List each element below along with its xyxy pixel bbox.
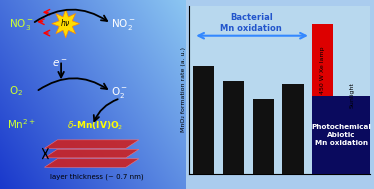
Text: Mn oxidation: Mn oxidation <box>220 24 282 33</box>
Text: Photochemical
Abiotic
Mn oxidation: Photochemical Abiotic Mn oxidation <box>312 124 372 146</box>
Text: $\delta$-Mn(IV)O$_2$: $\delta$-Mn(IV)O$_2$ <box>67 119 123 132</box>
Bar <box>342 111 363 174</box>
Text: $h\nu$: $h\nu$ <box>60 17 71 28</box>
Bar <box>252 99 274 174</box>
Polygon shape <box>45 140 139 148</box>
Text: $\rm O_2$: $\rm O_2$ <box>9 84 23 98</box>
Polygon shape <box>45 159 139 167</box>
Text: $\rm NO_2^-$: $\rm NO_2^-$ <box>111 17 136 32</box>
Bar <box>193 66 214 174</box>
Text: layer thickness (~ 0.7 nm): layer thickness (~ 0.7 nm) <box>50 174 144 180</box>
Y-axis label: MnO₂ formation rate (a. u.): MnO₂ formation rate (a. u.) <box>181 47 186 132</box>
Bar <box>282 84 304 174</box>
Text: $\rm O_2^-$: $\rm O_2^-$ <box>111 84 128 99</box>
Text: Sunlight: Sunlight <box>350 82 355 108</box>
Text: $e^-$: $e^-$ <box>52 58 67 69</box>
Polygon shape <box>52 9 80 38</box>
Polygon shape <box>45 149 139 158</box>
Bar <box>223 81 244 174</box>
Bar <box>312 24 333 174</box>
Text: $\rm NO_3^-$: $\rm NO_3^-$ <box>9 17 34 32</box>
Text: $\rm Mn^{2+}$: $\rm Mn^{2+}$ <box>7 117 36 131</box>
Text: Bacterial: Bacterial <box>230 13 273 22</box>
Bar <box>312 96 371 174</box>
Text: 450 W Xe lamp: 450 W Xe lamp <box>320 47 325 94</box>
